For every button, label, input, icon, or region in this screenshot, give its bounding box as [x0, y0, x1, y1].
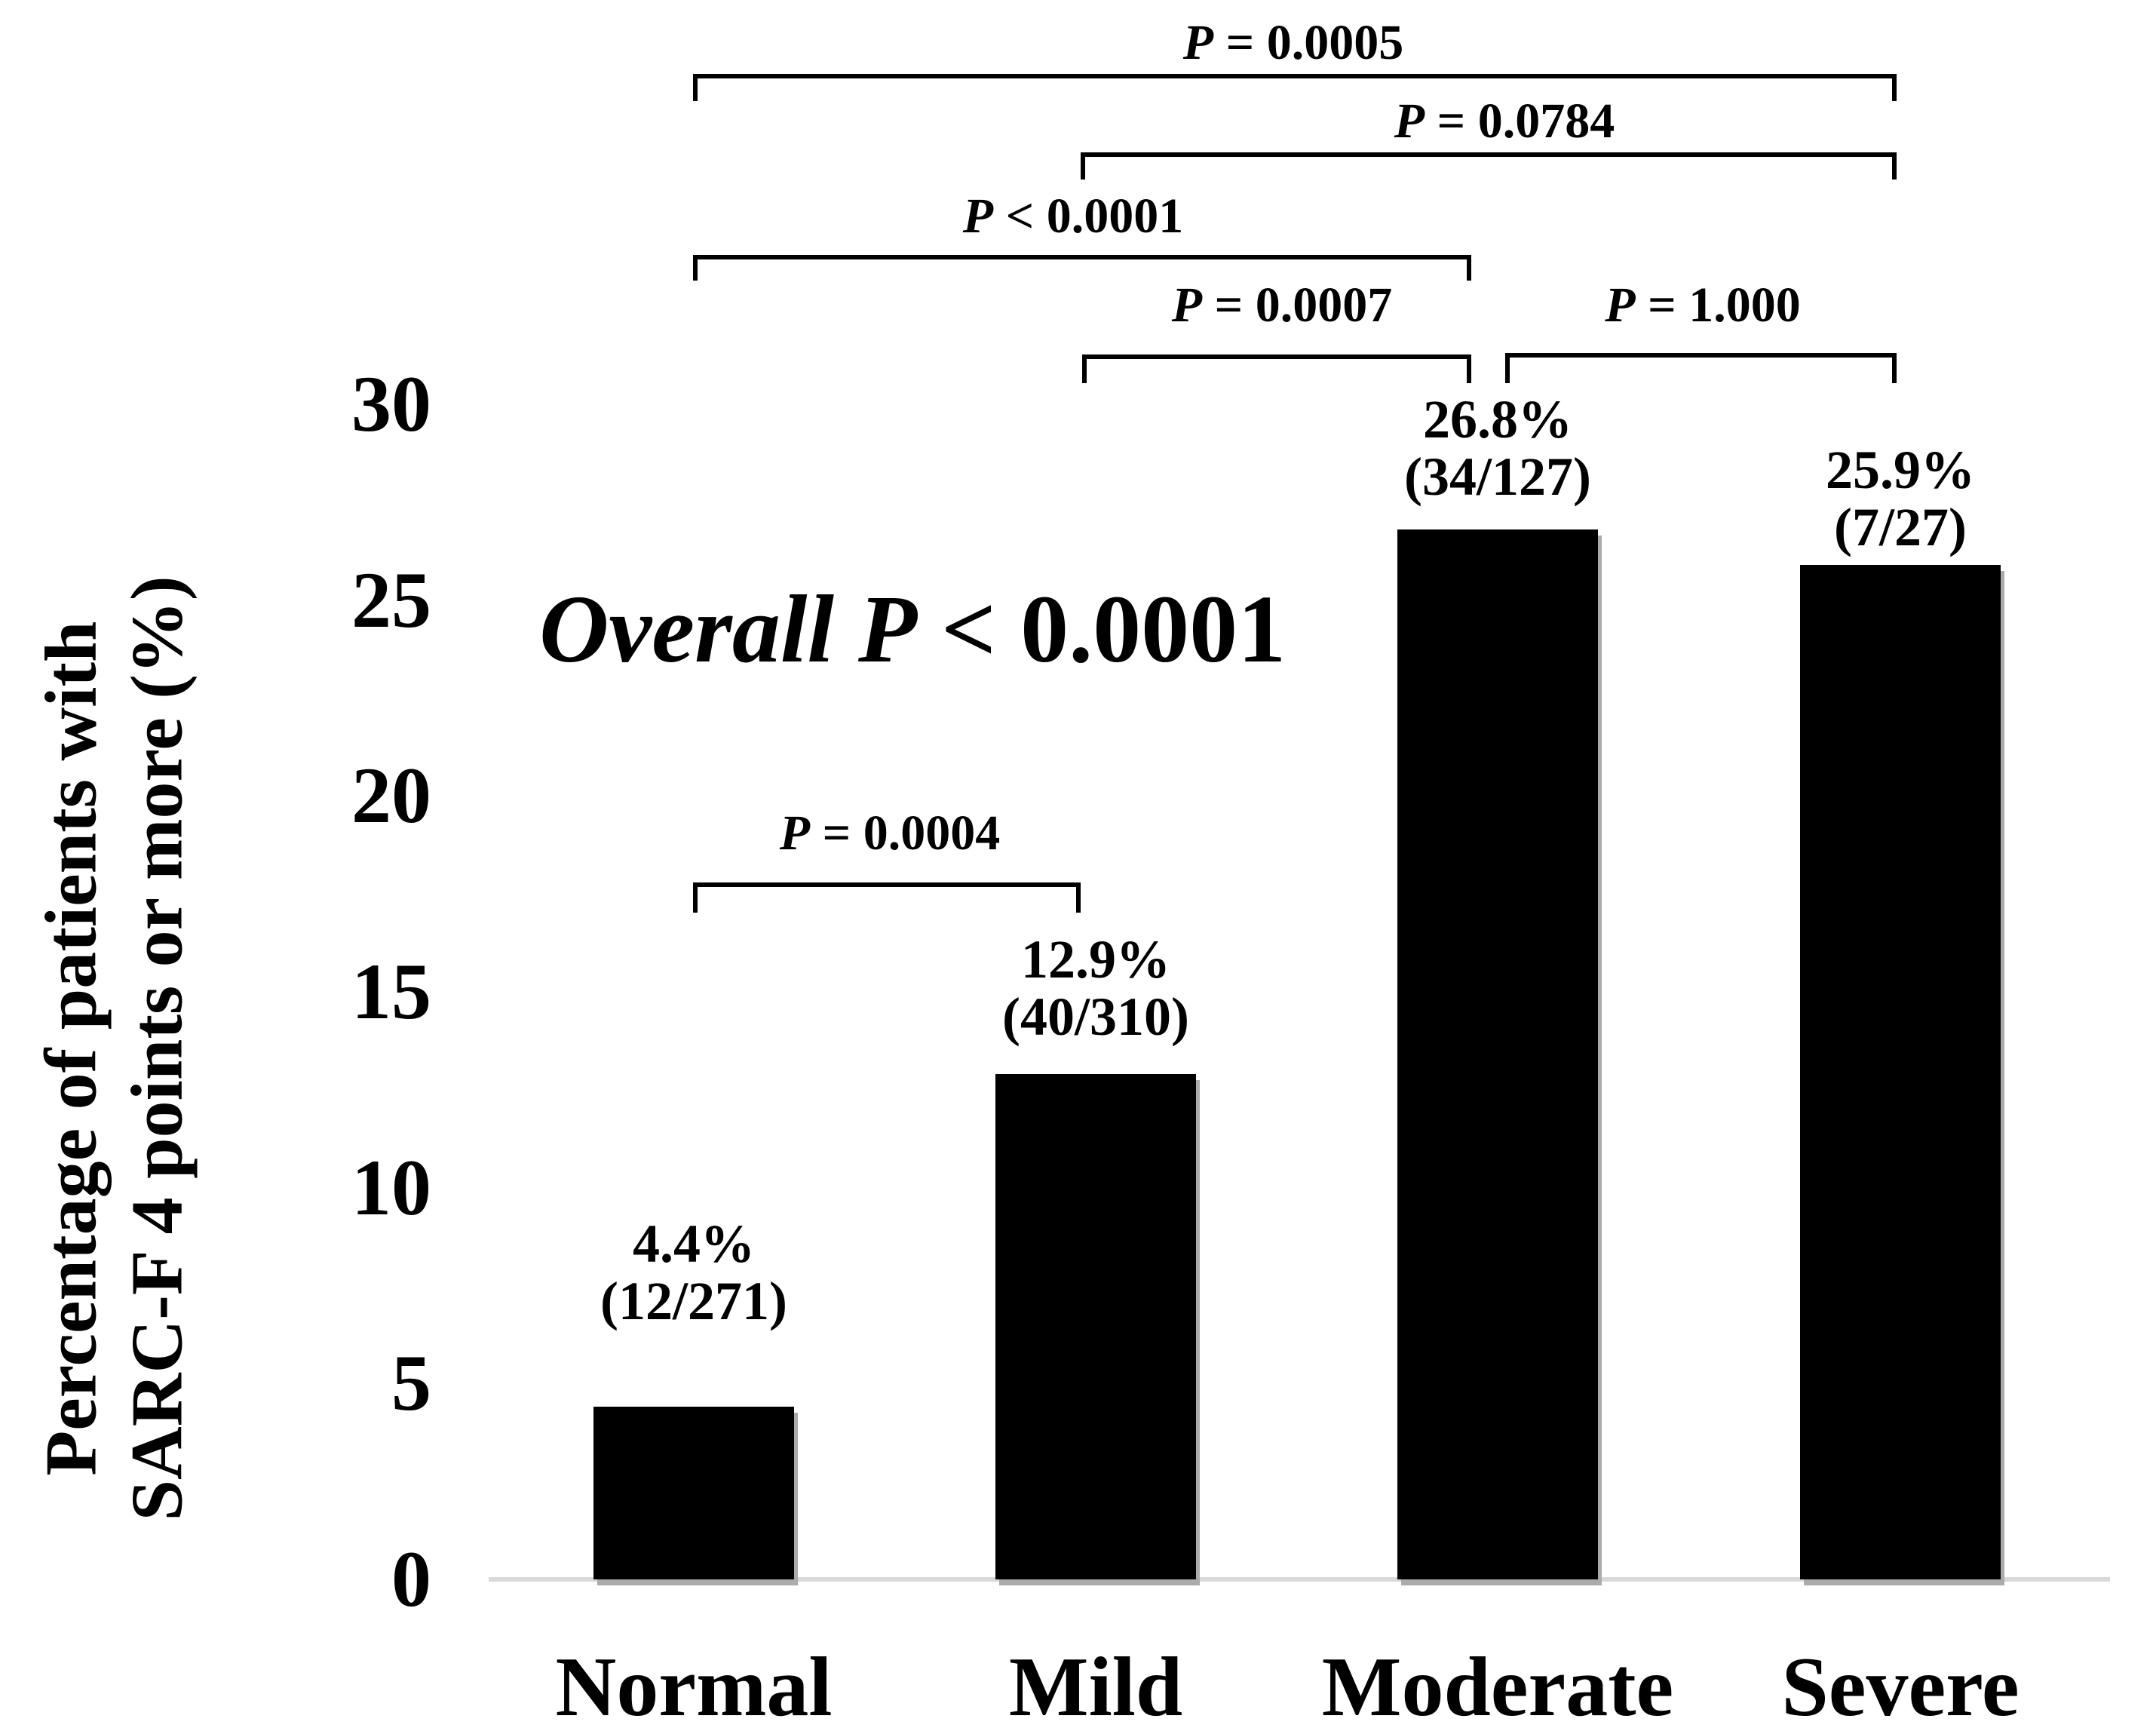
p-value-label-normal-vs-moderate: P < 0.0001 [962, 189, 1184, 244]
bar-percent-label: 12.9% [1021, 929, 1170, 990]
x-category-label-severe: Severe [1781, 1640, 2020, 1731]
y-tick-label-0: 0 [391, 1535, 431, 1623]
p-symbol: P [1394, 94, 1425, 149]
bar-fraction-label: (34/127) [1404, 447, 1591, 507]
overall-p-value-label: Overall P < 0.0001 [539, 575, 1286, 684]
bar-percent-label: 25.9% [1826, 440, 1975, 500]
p-value-label-mild-vs-moderate: P = 0.0007 [1171, 278, 1393, 333]
x-category-label-mild: Mild [1008, 1640, 1183, 1731]
bar-percent-label: 26.8% [1423, 389, 1572, 450]
y-axis-title-line1: Percentage of patients with [30, 621, 112, 1476]
y-tick-label-30: 30 [351, 360, 431, 448]
bar-value-label-mild: 12.9% (40/310) [1002, 931, 1189, 1045]
y-tick-label-5: 5 [391, 1339, 431, 1427]
p-symbol: P [962, 189, 994, 244]
p-symbol: P [1605, 278, 1636, 333]
bar-mild [995, 1074, 1196, 1579]
significance-bracket-mild-vs-moderate [1082, 354, 1471, 383]
y-tick-label-20: 20 [351, 751, 431, 839]
bar-fraction-label: (7/27) [1834, 497, 1967, 557]
overall-p-italic-part: Overall P [538, 575, 918, 683]
bar-percent-label: 4.4% [633, 1214, 755, 1274]
p-symbol: P [779, 806, 811, 861]
bar-normal [593, 1407, 794, 1579]
x-axis-line [489, 1577, 2110, 1582]
p-value-label-normal-vs-mild: P = 0.0004 [779, 806, 1001, 861]
y-tick-label-25: 25 [351, 556, 431, 644]
significance-bracket-moderate-vs-severe [1505, 353, 1897, 383]
p-symbol: P [1171, 278, 1203, 333]
bar-moderate [1397, 529, 1598, 1579]
y-axis-title: Percentage of patients with SARC-F 4 poi… [29, 575, 200, 1521]
y-axis-title-line2: SARC-F 4 points or more (%) [116, 575, 198, 1521]
y-tick-label-10: 10 [351, 1143, 431, 1232]
significance-bracket-normal-vs-severe [693, 74, 1897, 101]
p-value-label-mild-vs-severe: P = 0.0784 [1394, 94, 1615, 149]
bar-value-label-severe: 25.9% (7/27) [1826, 441, 1975, 556]
bar-severe [1800, 565, 2001, 1579]
significance-bracket-mild-vs-severe [1081, 152, 1897, 180]
overall-p-value-part [917, 575, 941, 683]
significance-bracket-normal-vs-moderate [693, 255, 1471, 281]
bar-fraction-label: (40/310) [1002, 987, 1189, 1047]
x-category-label-moderate: Moderate [1321, 1640, 1674, 1731]
p-value-label-moderate-vs-severe: P = 1.000 [1605, 278, 1801, 333]
significance-bracket-normal-vs-mild [693, 882, 1081, 913]
p-value-label-normal-vs-severe: P = 0.0005 [1182, 15, 1404, 70]
x-category-label-normal: Normal [555, 1640, 833, 1731]
bar-fraction-label: (12/271) [600, 1271, 787, 1331]
y-tick-label-15: 15 [351, 947, 431, 1036]
bar-value-label-moderate: 26.8% (34/127) [1404, 391, 1591, 505]
bar-value-label-normal: 4.4% (12/271) [600, 1215, 787, 1330]
overall-p-number: < 0.0001 [941, 575, 1287, 683]
p-symbol: P [1182, 15, 1214, 70]
